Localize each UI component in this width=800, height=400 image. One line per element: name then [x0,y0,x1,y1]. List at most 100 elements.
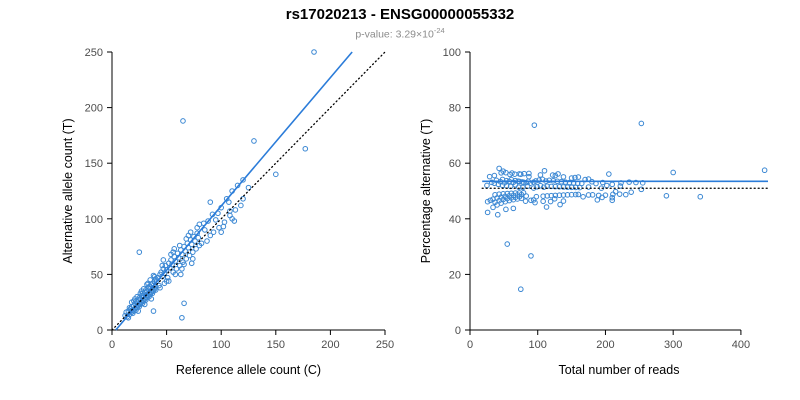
data-point [562,179,569,185]
data-point [496,165,502,172]
data-point [123,309,129,316]
data-point [560,198,567,204]
data-point [612,188,619,195]
data-point [232,207,239,213]
data-point [568,191,575,198]
data-point [761,167,768,174]
data-point [547,198,554,205]
data-point [204,238,210,244]
axes: 0 100 200 300 400 0 20 40 60 80 100 Total number of… [419,47,750,377]
data-point [517,286,524,293]
data-point [210,229,217,235]
data-point [548,192,555,199]
data-point [575,191,582,198]
data-point [551,195,558,202]
data-point [192,238,198,244]
data-point [518,195,525,202]
data-point [609,197,616,204]
data-point [134,293,140,300]
data-point [153,278,160,284]
left-plot-svg: 0 50 100 150 200 250 0 50 100 150 200 250 Reference … [61,47,394,377]
data-point [487,197,494,204]
data-point [534,183,540,190]
data-point [159,262,166,269]
scatter-plot-allele-counts: 0 50 100 150 200 250 0 50 100 150 200 250 Reference … [40,40,395,395]
data-point [540,193,546,199]
x-tick-label: 400 [732,339,750,351]
y-axis-label: Percentage alternative (T) [419,119,433,264]
x-tick-label: 150 [267,339,285,351]
data-point [526,170,532,177]
data-point [144,281,150,288]
y-tick-label: 0 [97,325,103,337]
data-point [147,277,154,283]
y-tick-label: 150 [85,158,103,170]
data-point [560,192,567,198]
data-point [152,287,159,293]
data-point [555,171,561,177]
data-point [568,175,575,181]
data-point [552,192,559,199]
data-point [543,204,550,210]
data-point [544,193,551,199]
data-point [137,290,144,297]
data-point [540,198,546,205]
data-point [486,173,493,180]
data-point [504,241,511,247]
data-point [238,202,244,209]
y-tick-label: 250 [85,47,103,59]
data-point [245,184,252,191]
data-point [491,172,498,179]
fit-lines [111,51,386,331]
data-point [227,208,233,214]
data-point [604,182,610,189]
pvalue-subtitle: p-value: 3.29×10-24 [0,26,800,41]
data-point [528,253,534,259]
data-point [180,118,186,124]
data-point [198,240,205,247]
axes: 0 50 100 150 200 250 0 50 100 150 200 250 Reference … [61,47,394,377]
x-tick-label: 50 [160,339,172,351]
x-tick-label: 250 [376,339,394,351]
data-point [484,182,490,189]
y-tick-label: 80 [449,103,461,115]
pvalue-text: p-value: 3.29×10 [355,28,434,41]
data-point [628,189,634,195]
data-point [183,256,190,262]
data-point [173,266,180,272]
x-axis-label: Reference allele count (C) [176,363,321,377]
data-point [560,174,567,180]
data-point [149,290,156,297]
x-tick-label: 100 [529,339,547,351]
data-point [170,249,176,255]
data-point [172,271,179,278]
data-point [556,192,563,199]
data-point [494,211,501,218]
data-point [549,172,556,178]
data-point [585,184,592,190]
data-point [216,224,222,231]
data-point [177,271,184,278]
data-point [220,223,227,230]
trend-line [115,51,353,331]
data-point [606,171,612,177]
data-point [580,194,586,200]
data-point [190,249,196,255]
data-point [530,197,537,203]
y-tick-label: 100 [85,214,103,226]
data-point [522,198,529,204]
data-point [638,186,645,193]
data-point [126,304,133,311]
right-plot-svg: 0 100 200 300 400 0 20 40 60 80 100 Total number of… [419,47,769,377]
data-point [202,227,208,233]
data-point [533,193,540,200]
data-point [572,184,579,191]
data-point [188,260,195,267]
data-point [602,192,609,198]
data-point [193,246,199,252]
data-point [195,234,202,241]
data-point [575,174,582,180]
data-point [251,138,257,144]
data-point [622,191,629,198]
data-points [122,49,317,321]
